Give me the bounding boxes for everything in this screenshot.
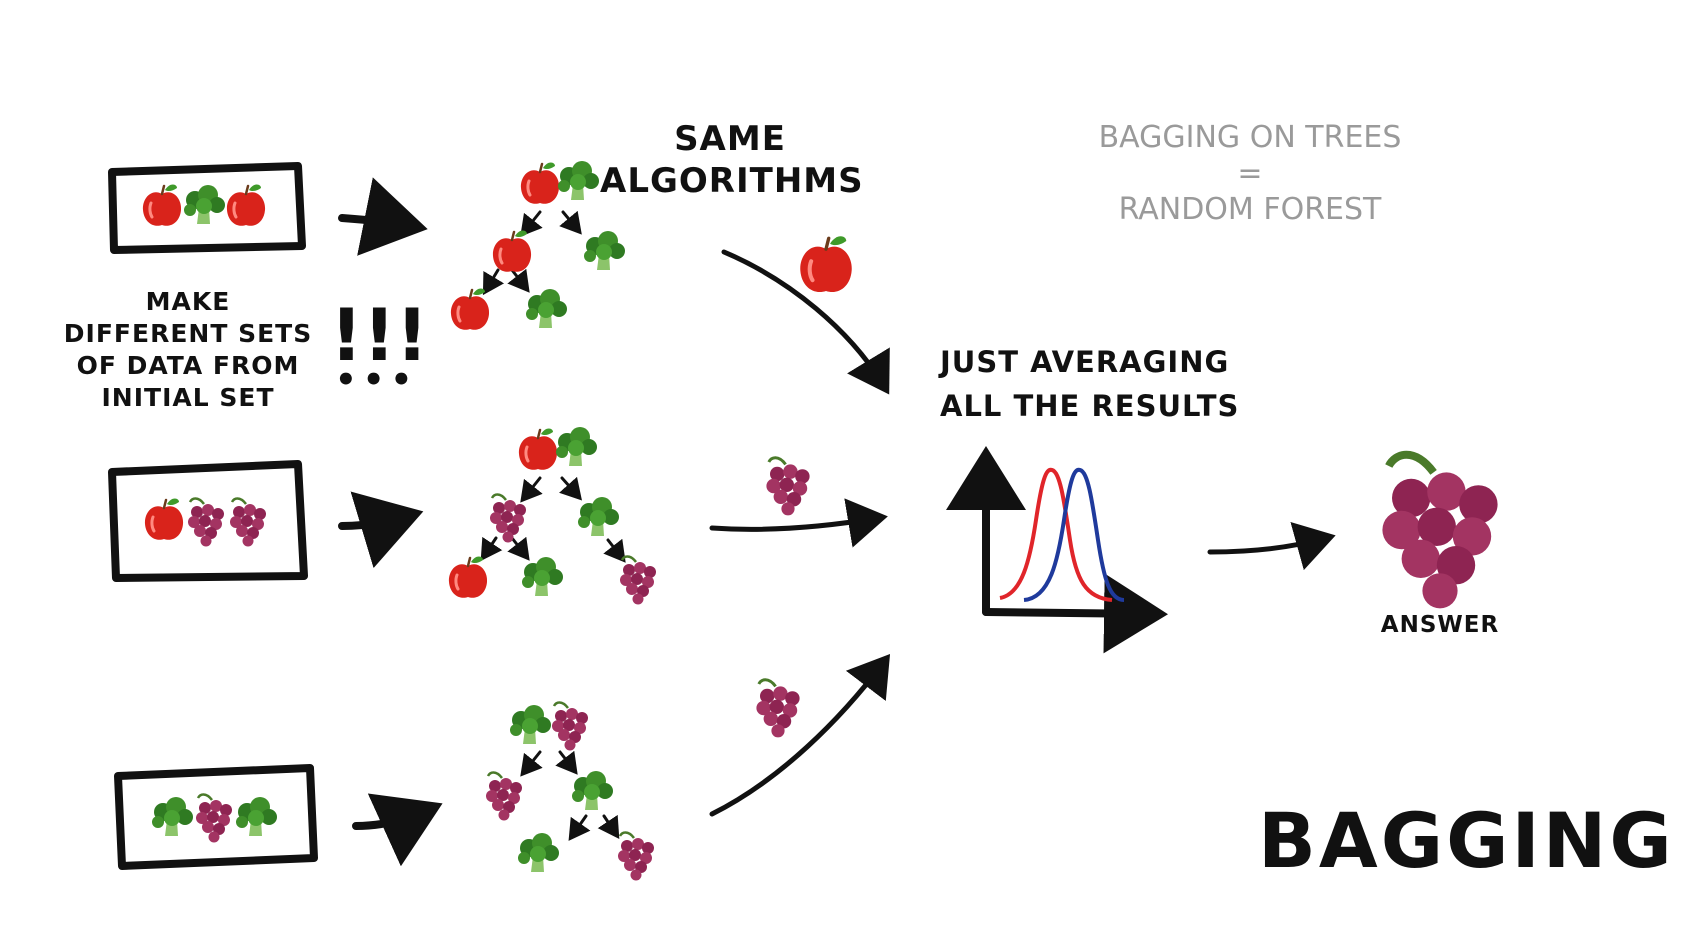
broccoli-icon: [184, 185, 225, 224]
tree-to-average-arrows: [709, 249, 891, 817]
dataset-box-1: [108, 162, 306, 254]
same-algorithms-label: SAME ALGORITHMS: [600, 119, 864, 201]
exclamation-marks: !!!: [330, 293, 429, 377]
make-sets-label: MAKE DIFFERENT SETS OF DATA FROM INITIAL…: [63, 287, 313, 412]
grape-icon: [754, 678, 802, 739]
dataset-to-tree-arrows: [338, 177, 443, 867]
broccoli-icon: [152, 797, 193, 836]
ellipsis-dots: •••: [335, 360, 419, 400]
apple-icon: [225, 183, 267, 228]
apple-icon: [141, 183, 183, 228]
red-curve: [999, 467, 1113, 602]
averaging-chart: [946, 446, 1168, 654]
grape-icon: [228, 497, 268, 548]
broccoli-icon: [236, 797, 277, 836]
apple-icon: [800, 236, 851, 292]
answer-grape-icon: [1382, 455, 1497, 609]
grape-icon: [194, 793, 234, 844]
arrow-to-answer: [1207, 521, 1336, 571]
dataset-box-2: [108, 460, 308, 582]
averaging-label: JUST AVERAGING ALL THE RESULTS: [940, 345, 1240, 423]
chart-x-axis: [982, 573, 1168, 654]
random-forest-note: BAGGING ON TREES = RANDOM FOREST: [1098, 120, 1402, 227]
arrow-dataset-3: [352, 793, 443, 867]
grape-icon: [186, 497, 226, 548]
apple-icon: [143, 497, 185, 542]
grape-icon: [764, 456, 812, 517]
arrow-dataset-2: [338, 491, 424, 569]
answer-label: ANSWER: [1380, 612, 1500, 638]
arrow-tree-3: [709, 654, 891, 817]
arrow-tree-1: [721, 249, 890, 395]
arrow-dataset-1: [338, 177, 428, 256]
decision-tree-3: [484, 701, 656, 882]
decision-tree-2: [447, 427, 658, 606]
blue-curve: [1023, 467, 1125, 602]
arrow-tree-2: [709, 498, 888, 548]
page-title: BAGGING: [1258, 796, 1675, 885]
dataset-box-3: [114, 764, 318, 870]
decision-tree-1: [449, 161, 625, 332]
